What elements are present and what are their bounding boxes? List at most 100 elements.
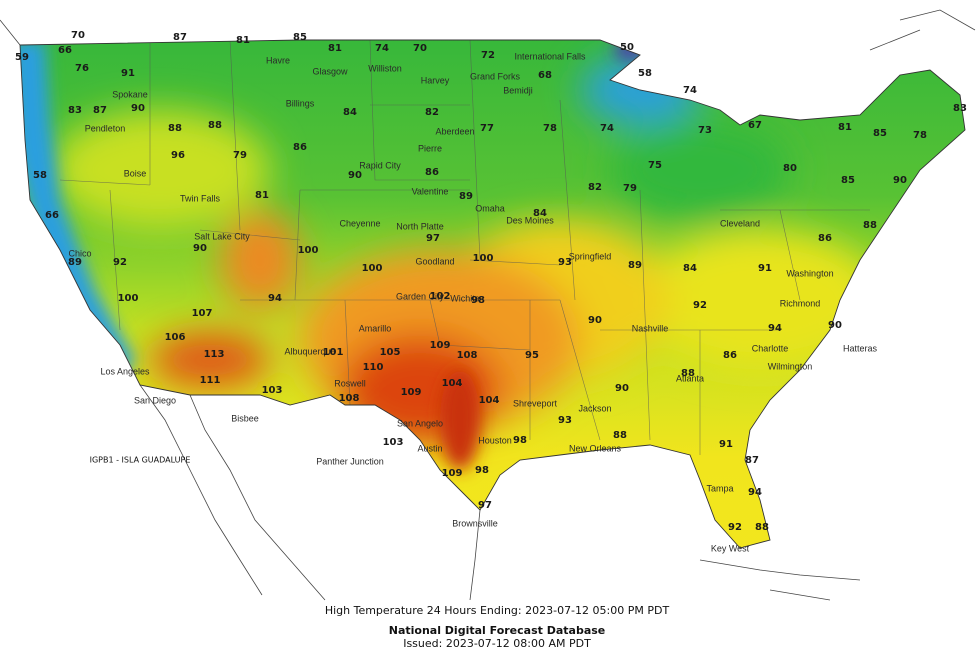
temperature-reading: 79 [623, 183, 637, 194]
temperature-reading: 81 [838, 122, 852, 133]
temperature-reading: 98 [471, 295, 485, 306]
issued-time: Issued: 2023-07-12 08:00 AM PDT [403, 637, 591, 650]
temperature-reading: 77 [480, 123, 494, 134]
city-name: Cheyenne [339, 218, 380, 228]
temperature-reading: 92 [693, 300, 707, 311]
zone [220, 210, 300, 310]
temperature-reading: 87 [745, 455, 759, 466]
temperature-reading: 82 [588, 182, 602, 193]
temperature-reading: 88 [863, 220, 877, 231]
temperature-reading: 68 [538, 70, 552, 81]
temperature-reading: 93 [558, 257, 572, 268]
city-name: Boise [124, 168, 147, 178]
temperature-reading: 87 [93, 105, 107, 116]
city-name: Goodland [415, 256, 454, 266]
city-name: Springfield [569, 251, 612, 261]
city-name: Austin [417, 443, 442, 453]
city-name: Glasgow [312, 66, 348, 76]
temperature-reading: 102 [430, 291, 451, 302]
city-name: Grand Forks [470, 71, 521, 81]
city-name: Garden City [396, 291, 445, 301]
temperature-reading: 67 [748, 120, 762, 131]
temperature-reading: 93 [558, 415, 572, 426]
temperature-reading: 88 [208, 120, 222, 131]
temperature-reading: 97 [478, 500, 492, 511]
temperature-reading: 100 [362, 263, 383, 274]
temperature-reading: 80 [783, 163, 797, 174]
temperature-readings: 59 66 70 76 91 87 81 85 81 74 70 72 68 50 58 74 83 83 87 90… [15, 30, 967, 533]
city-name: Roswell [334, 378, 366, 388]
temperature-reading: 105 [380, 347, 401, 358]
temperature-reading: 78 [543, 123, 557, 134]
city-name: Twin Falls [180, 193, 221, 203]
city-name: Wichita [450, 293, 480, 303]
city-name: Los Angeles [100, 366, 150, 376]
temperature-reading: 73 [698, 125, 712, 136]
temperature-reading: 108 [457, 350, 478, 361]
temperature-reading: 86 [818, 233, 832, 244]
temperature-reading: 90 [193, 243, 207, 254]
city-name: Williston [368, 63, 402, 73]
canada-coast [0, 9, 976, 51]
temperature-reading: 50 [620, 42, 634, 53]
city-name: Spokane [112, 89, 148, 99]
temperature-reading: 109 [442, 468, 463, 479]
temperature-reading: 58 [638, 68, 652, 79]
temperature-reading: 86 [293, 142, 307, 153]
city-name: Albuquerque [284, 346, 335, 356]
city-name: Bemidji [503, 85, 533, 95]
city-name: North Platte [396, 221, 444, 231]
temperature-reading: 94 [748, 487, 762, 498]
temperature-reading: 74 [375, 43, 389, 54]
temperature-reading: 85 [841, 175, 855, 186]
temperature-reading: 90 [131, 103, 145, 114]
temperature-reading: 66 [58, 45, 72, 56]
city-name: Wilmington [768, 361, 813, 371]
baja-coast [139, 384, 326, 601]
temperature-reading: 113 [204, 349, 225, 360]
temperature-reading: 98 [513, 435, 527, 446]
city-name: Chico [68, 248, 91, 258]
city-name: Hatteras [843, 343, 878, 353]
temperature-reading: 89 [459, 191, 473, 202]
city-name: Havre [266, 55, 290, 65]
temperature-reading: 90 [893, 175, 907, 186]
temperature-reading: 81 [255, 190, 269, 201]
temperature-reading: 91 [719, 439, 733, 450]
temperature-reading: 100 [298, 245, 319, 256]
city-name: Brownsville [452, 518, 498, 528]
temperature-reading: 89 [68, 257, 82, 268]
temperature-reading: 100 [473, 253, 494, 264]
city-name: Key West [711, 543, 750, 553]
city-name: Cleveland [720, 218, 760, 228]
temperature-reading: 79 [233, 150, 247, 161]
temperature-reading: 95 [525, 350, 539, 361]
city-name: New Orleans [569, 443, 622, 453]
temperature-reading: 86 [425, 167, 439, 178]
temperature-reading: 86 [723, 350, 737, 361]
temperature-reading: 88 [613, 430, 627, 441]
temperature-reading: 90 [828, 320, 842, 331]
city-name: Tampa [706, 483, 733, 493]
zone [440, 370, 480, 470]
temperature-reading: 83 [953, 103, 967, 114]
temperature-reading: 88 [168, 123, 182, 134]
temperature-reading: 108 [339, 393, 360, 404]
map-title: High Temperature 24 Hours Ending: 2023-0… [325, 604, 670, 617]
zone [610, 120, 790, 220]
city-name: Washington [786, 268, 833, 278]
temperature-reading: 91 [758, 263, 772, 274]
city-name: Harvey [421, 75, 450, 85]
temperature-reading: 100 [118, 293, 139, 304]
temperature-reading: 104 [442, 378, 463, 389]
temperature-reading: 106 [165, 332, 186, 343]
temperature-reading: 85 [293, 32, 307, 43]
city-labels: Spokane Havre Glasgow Williston Harvey Grand … [68, 51, 877, 553]
city-name: Des Moines [506, 215, 554, 225]
temperature-reading: 94 [268, 293, 282, 304]
temperature-reading: 66 [45, 210, 59, 221]
temperature-reading: 74 [600, 123, 614, 134]
temperature-reading: 85 [873, 128, 887, 139]
